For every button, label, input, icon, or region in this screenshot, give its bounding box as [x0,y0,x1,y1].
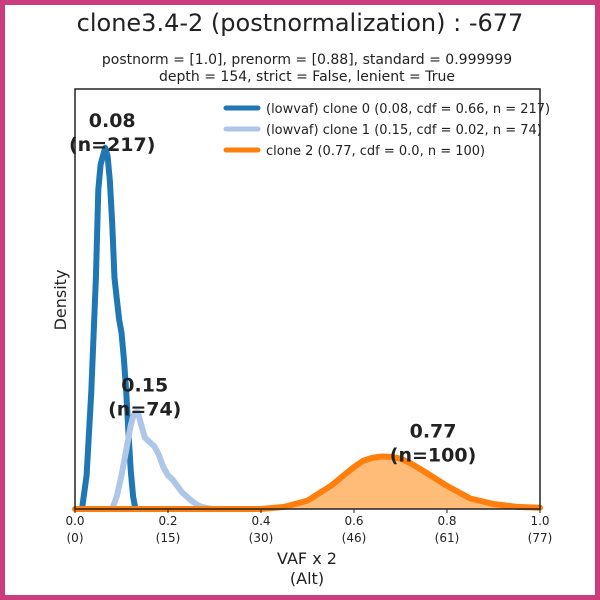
x-tick-label: 0.0 [65,514,84,528]
series-0-line [79,144,139,512]
x-tick-label: 0.2 [158,514,177,528]
peak-annotation-value: 0.77 [410,421,457,443]
x-tick-label: 0.6 [344,514,363,528]
plot-area [72,144,543,512]
peak-annotation-count: (n=74) [108,398,181,420]
x-axis-ticks: 0.0 (0) 0.2 (15) 0.4 (30) 0.6 (46) 0.8 (61) 1.0 (77… [65,509,552,545]
peak-annotation-count: (n=100) [390,445,476,467]
peak-annotations: 0.08(n=217) 0.15(n=74) 0.77(n=100) [69,110,476,467]
legend-entry: clone 2 (0.77, cdf = 0.0, n = 100) [266,144,485,159]
x-tick-sublabel: (77) [528,531,553,545]
chart-subtitle-line-1: postnorm = [1.0], prenorm = [0.88], stan… [102,52,512,68]
legend-entry: (lowvaf) clone 1 (0.15, cdf = 0.02, n = … [266,123,542,138]
x-tick-sublabel: (46) [342,531,367,545]
x-tick-label: 0.8 [437,514,456,528]
x-tick-sublabel: (30) [249,531,274,545]
x-axis-label: VAF x 2 [277,549,337,568]
legend-entry: (lowvaf) clone 0 (0.08, cdf = 0.66, n = … [266,102,550,117]
x-tick-sublabel: (61) [435,531,460,545]
x-tick-label: 0.4 [251,514,270,528]
legend: (lowvaf) clone 0 (0.08, cdf = 0.66, n = … [223,102,550,159]
x-axis-sublabel: (Alt) [290,569,324,588]
chart-subtitle-line-2: depth = 154, strict = False, lenient = T… [159,69,455,85]
x-tick-label: 1.0 [530,514,549,528]
series-2-line [72,453,543,512]
x-tick-sublabel: (15) [156,531,181,545]
plot-frame [74,88,541,510]
series-2-area [75,456,540,509]
series-1-line [109,409,218,512]
y-axis-label: Density [51,270,70,331]
peak-annotation-value: 0.08 [89,110,136,132]
peak-annotation-count: (n=217) [69,134,155,156]
x-tick-sublabel: (0) [67,531,84,545]
chart-title: clone3.4-2 (postnormalization) : -677 [77,9,524,37]
peak-annotation-value: 0.15 [121,374,168,396]
